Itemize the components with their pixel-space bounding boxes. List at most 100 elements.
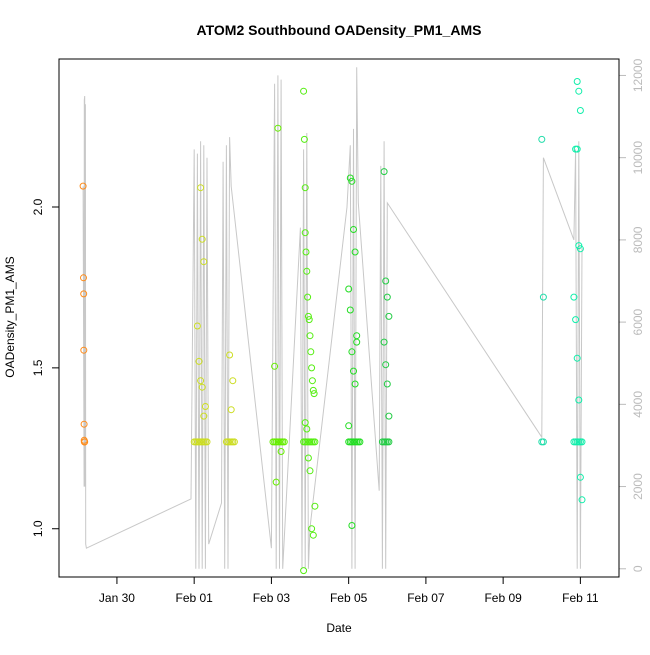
x-tick-label: Jan 30	[99, 591, 135, 605]
data-point	[197, 377, 205, 385]
chart-title: ATOM2 Southbound OADensity_PM1_AMS	[197, 22, 482, 38]
data-point	[300, 135, 308, 143]
data-point	[575, 396, 583, 404]
data-point	[303, 267, 311, 275]
data-point	[345, 285, 353, 293]
data-point	[203, 438, 211, 446]
x-tick-label: Feb 11	[562, 591, 599, 605]
data-point	[350, 367, 357, 375]
data-point	[345, 422, 353, 430]
data-point	[578, 438, 586, 446]
data-point	[303, 425, 311, 433]
data-point	[306, 467, 314, 475]
data-point	[310, 390, 318, 398]
data-point	[380, 338, 388, 346]
y-tick-label: 1.0	[31, 520, 45, 537]
data-point	[308, 525, 316, 533]
data-point	[576, 473, 584, 481]
data-point	[80, 346, 88, 354]
data-point	[385, 412, 393, 420]
data-point	[272, 478, 280, 486]
data-point	[304, 293, 312, 301]
data-point	[383, 293, 391, 301]
data-point	[277, 448, 285, 455]
data-point	[539, 438, 547, 446]
y2-tick-label: 12000	[631, 58, 645, 92]
y2-tick-label: 4000	[631, 391, 645, 418]
data-point	[380, 168, 388, 176]
y2-tick-label: 0	[631, 565, 645, 572]
y-tick-label: 2.0	[31, 198, 45, 215]
data-point	[300, 87, 308, 95]
data-point	[304, 312, 312, 320]
data-point	[200, 258, 208, 266]
data-point	[570, 293, 578, 301]
data-point	[309, 531, 317, 539]
data-point	[305, 316, 313, 324]
axes-layer: Jan 30 Feb 01 Feb 03 Feb 05 Feb 07 Feb 09 Feb …	[31, 58, 645, 605]
data-point	[280, 438, 288, 446]
data-point	[274, 124, 282, 132]
data-point	[385, 312, 393, 320]
data-point	[356, 438, 364, 446]
x-tick-label: Feb 05	[330, 591, 368, 605]
data-point	[576, 245, 584, 253]
data-point	[80, 274, 87, 282]
data-point	[200, 412, 208, 420]
data-point	[309, 386, 317, 394]
data-point	[79, 182, 87, 190]
data-point	[227, 406, 235, 414]
points-layer	[79, 78, 586, 575]
data-point	[348, 522, 356, 529]
data-point	[308, 364, 316, 372]
data-point	[302, 248, 310, 256]
data-point	[301, 229, 309, 237]
data-point	[383, 380, 391, 388]
data-point	[351, 248, 359, 256]
data-point	[193, 322, 201, 330]
data-point	[301, 184, 309, 192]
x-axis-label: Date	[326, 621, 352, 635]
data-point	[271, 362, 279, 370]
data-point	[81, 438, 89, 446]
data-point	[382, 361, 390, 369]
x-tick-label: Feb 07	[407, 591, 445, 605]
altitude-line	[82, 67, 583, 569]
data-point	[576, 107, 584, 114]
data-point	[300, 567, 308, 575]
data-point	[578, 496, 586, 504]
y2-tick-label: 8000	[631, 226, 645, 253]
data-point	[385, 438, 393, 446]
data-point	[573, 78, 581, 85]
data-point	[308, 377, 316, 385]
data-point	[573, 354, 581, 362]
y2-tick-label: 6000	[631, 308, 645, 335]
data-point	[80, 290, 88, 298]
data-point	[226, 351, 234, 359]
data-point	[201, 403, 209, 410]
data-point	[198, 235, 206, 243]
x-tick-label: Feb 03	[253, 591, 291, 605]
data-point	[80, 420, 88, 428]
data-point	[346, 306, 354, 314]
data-point	[230, 438, 238, 446]
data-point	[348, 348, 356, 356]
data-point	[198, 383, 206, 391]
data-point	[229, 377, 237, 385]
data-point	[195, 357, 203, 365]
data-point	[197, 184, 205, 192]
data-point	[351, 380, 359, 388]
x-tick-label: Feb 09	[484, 591, 522, 605]
data-point	[311, 502, 319, 510]
data-point	[348, 177, 356, 185]
data-point	[350, 226, 357, 233]
data-point	[306, 332, 314, 340]
y2-tick-label: 2000	[631, 473, 645, 500]
data-point	[382, 277, 390, 285]
y-tick-label: 1.5	[31, 359, 45, 376]
plot-frame	[58, 58, 620, 578]
y2-tick-label: 10000	[631, 141, 645, 175]
